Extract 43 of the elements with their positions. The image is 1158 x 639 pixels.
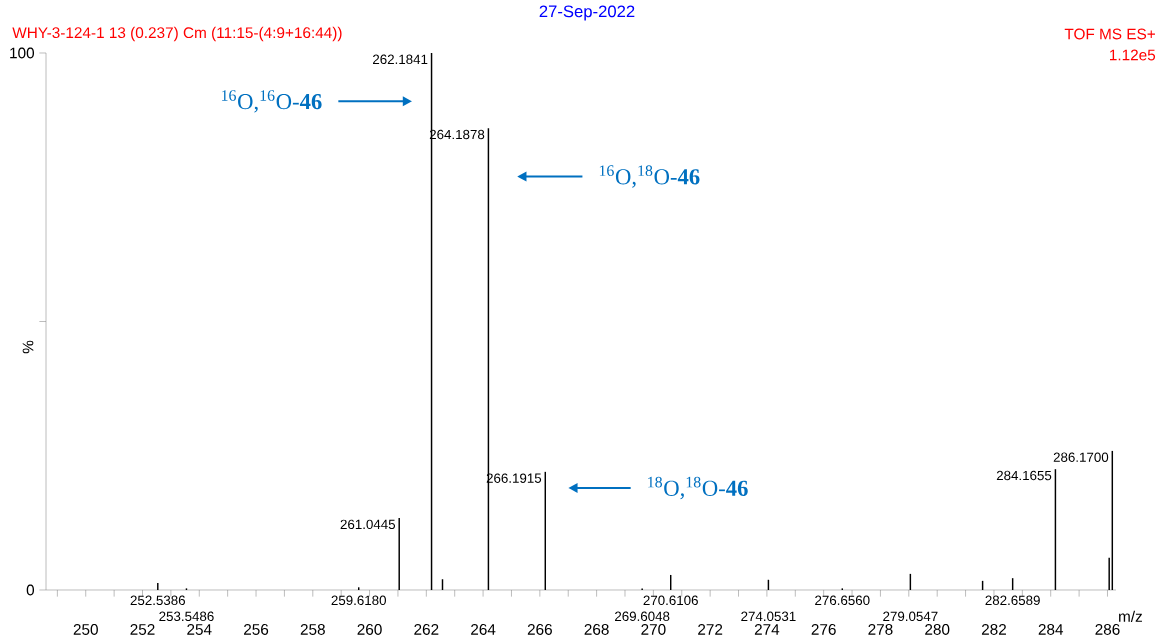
annotation: 286.1700	[1053, 452, 1109, 462]
annotation: 1.12e5	[1110, 49, 1156, 61]
x-tick-label: 278	[868, 624, 893, 635]
annotation: 252.5386	[130, 595, 186, 606]
x-tick-label: 258	[300, 624, 325, 635]
x-tick-label: 256	[244, 624, 269, 635]
annotation: 279.0547	[883, 611, 938, 622]
x-tick-label: 268	[584, 624, 609, 635]
x-axis-title: m/z	[1119, 610, 1142, 622]
annotation: 276.6560	[815, 595, 870, 606]
x-tick-label: 280	[925, 624, 950, 635]
y-tick-label: 100	[10, 47, 35, 59]
annotation: 282.6589	[985, 595, 1040, 606]
annotation: 270.6106	[643, 595, 698, 606]
x-tick-label: 260	[357, 624, 382, 635]
annotation: 284.1655	[996, 470, 1052, 481]
annotation: $^{16}$O,$^{16}$O-46	[221, 90, 322, 113]
x-tick-label: 276	[811, 624, 836, 635]
x-tick-label: 252	[130, 624, 155, 635]
annotation: $^{16}$O,$^{18}$O-46	[599, 165, 700, 188]
x-tick-label: 282	[981, 624, 1006, 635]
annotation: 269.6048	[615, 611, 670, 622]
annotation: 262.1841	[373, 54, 428, 65]
x-tick-label: 272	[698, 624, 723, 635]
annotation: $^{18}$O,$^{18}$O-46	[648, 476, 748, 500]
x-tick-label: 286	[1095, 624, 1120, 635]
chart-title: 27-Sep-2022	[539, 5, 635, 21]
x-tick-label: 284	[1038, 624, 1064, 635]
y-axis-title: %	[22, 340, 34, 354]
y-tick-label: 0	[26, 584, 35, 596]
annotation: 274.0531	[741, 611, 796, 622]
chart-subtitle: WHY-3-124-1 13 (0.237) Cm (11:15-(4:9+16:44))	[12, 26, 342, 42]
annotation: 261.0445	[340, 519, 396, 530]
x-tick-label: 266	[527, 624, 552, 635]
x-tick-label: 264	[471, 624, 496, 635]
x-tick-label: 250	[73, 624, 98, 635]
annotation: 259.6180	[331, 595, 386, 606]
x-tick-label: 254	[187, 624, 212, 635]
x-tick-label: 262	[414, 624, 439, 635]
annotation: 253.5486	[159, 611, 214, 622]
x-tick-label: 274	[754, 624, 780, 635]
text: TOF MS ES+	[1064, 28, 1155, 40]
x-tick-label: 270	[641, 624, 666, 635]
